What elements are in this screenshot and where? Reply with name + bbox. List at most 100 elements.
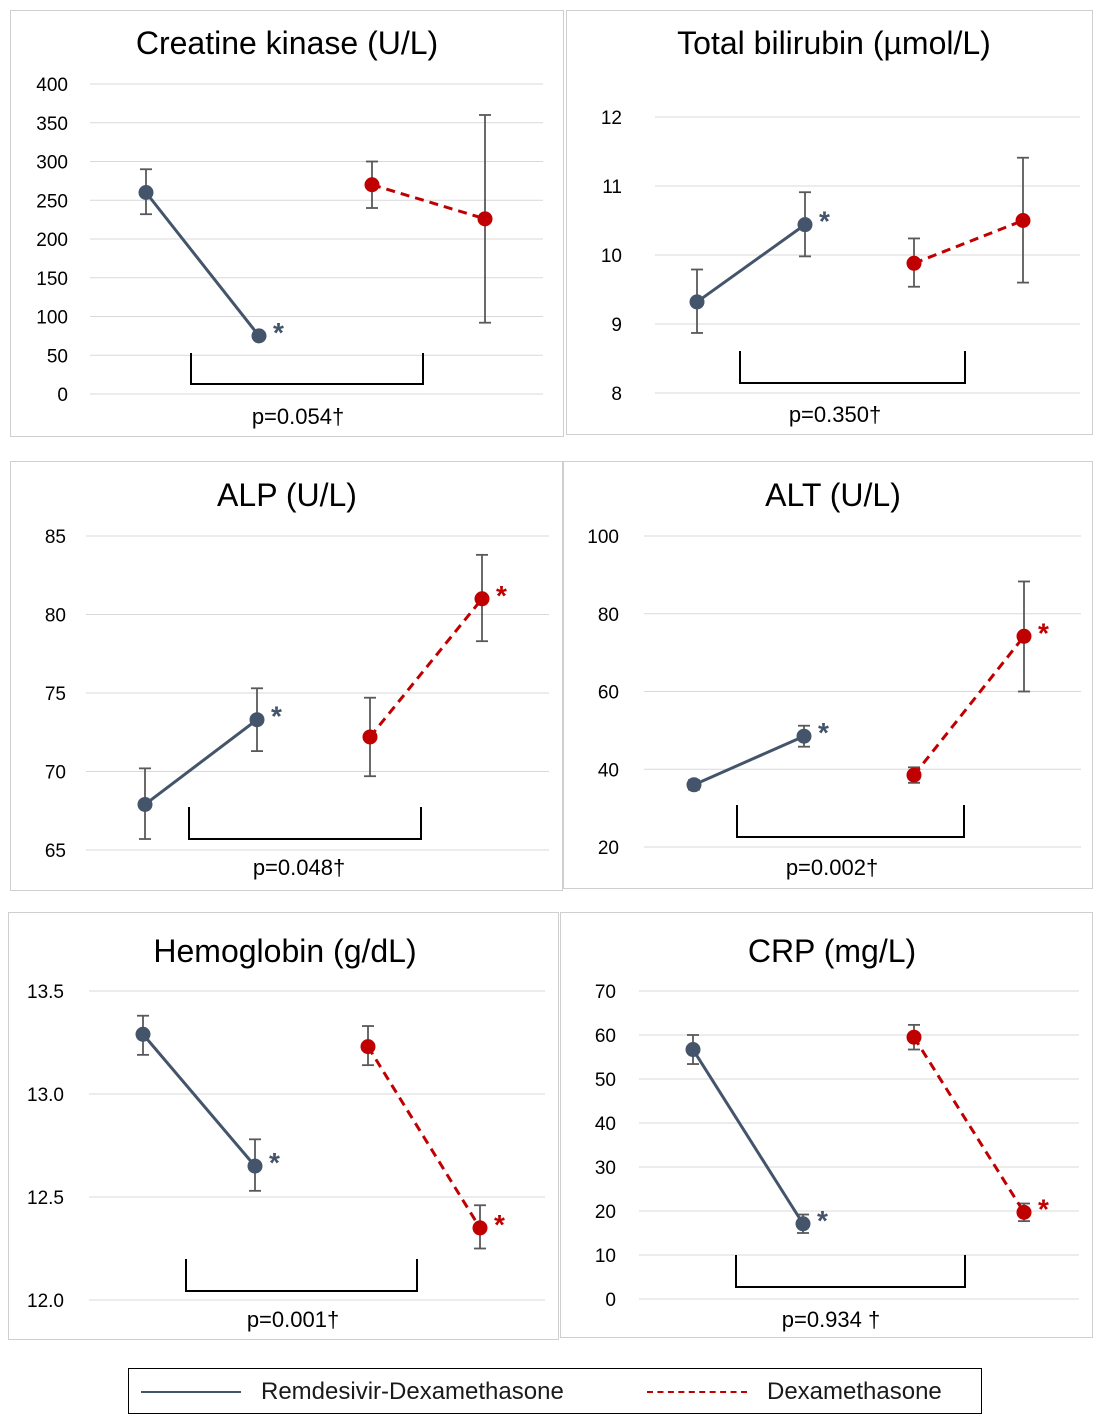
chart-panel-alp: ALP (U/L) 65 70 75 80 85 * * p=0.048† [10,461,563,891]
data-point-dexamethasone [364,177,380,193]
series-line-remdesivir-dexamethasone [144,718,258,806]
y-tick-label: 12.5 [27,1188,64,1209]
comparison-bracket [739,351,966,384]
data-point-dexamethasone [906,767,922,783]
y-tick-label: 11 [602,177,622,198]
p-value-label: p=0.048† [253,855,345,880]
data-point-dexamethasone [477,211,493,227]
y-tick-label: 400 [36,75,68,96]
y-tick-label: 80 [45,606,66,627]
legend-swatch-dashed [647,1391,747,1393]
chart-hemoglobin-g-dl: Hemoglobin (g/dL) 12.0 12.5 13.0 13.5 * * p=0.0… [27,933,545,1332]
chart-total-bilirubin-mol-l: Total bilirubin (µmol/L) 8 9 10 11 12 * p=0.350… [601,25,1080,427]
y-tick-label: 50 [595,1070,616,1091]
chart-creatine-kinase-u-l: Creatine kinase (U/L) 0 50 100 150 200 250 300 3… [36,25,543,429]
data-point-remdesivir-dexamethasone [686,777,702,793]
data-point-dexamethasone [906,1029,922,1045]
legend-label-remdesivir-dexamethasone: Remdesivir-Dexamethasone [261,1378,564,1405]
y-tick-label: 20 [595,1202,616,1223]
p-value-label: p=0.350† [789,402,881,427]
y-tick-label: 9 [611,315,622,336]
data-point-dexamethasone [474,591,490,607]
y-tick-label: 350 [36,114,68,135]
series-line-remdesivir-dexamethasone [141,1033,257,1168]
chart-title: CRP (mg/L) [748,933,916,969]
series-line-remdesivir-dexamethasone [691,1048,805,1225]
significance-star: * [496,580,507,611]
data-point-dexamethasone [1016,628,1032,644]
y-tick-label: 60 [598,683,619,704]
legend-label-dexamethasone: Dexamethasone [767,1378,942,1405]
data-point-remdesivir-dexamethasone [135,1026,151,1042]
y-tick-label: 40 [595,1114,616,1135]
legend-item-remdesivir-dexamethasone: Remdesivir-Dexamethasone [141,1369,564,1415]
y-tick-label: 70 [595,982,616,1003]
significance-star: * [1038,617,1049,648]
y-tick-label: 50 [47,346,68,367]
significance-star: * [819,206,830,237]
data-point-dexamethasone [1016,1204,1032,1220]
y-tick-label: 85 [45,527,66,548]
comparison-bracket [190,353,424,385]
y-tick-label: 150 [36,269,68,290]
significance-star: * [1038,1193,1049,1224]
data-point-dexamethasone [362,729,378,745]
data-point-dexamethasone [906,255,922,271]
chart-title: ALT (U/L) [765,477,901,513]
data-point-remdesivir-dexamethasone [796,728,812,744]
p-value-label: p=0.054† [252,404,344,429]
series-line-remdesivir-dexamethasone [144,191,261,337]
legend-item-dexamethasone: Dexamethasone [647,1369,942,1415]
series-line-remdesivir-dexamethasone [693,734,805,787]
legend: Remdesivir-Dexamethasone Dexamethasone [128,1368,982,1414]
y-tick-label: 10 [601,246,622,267]
y-tick-label: 80 [598,605,619,626]
p-value-label: p=0.002† [786,855,878,880]
y-tick-label: 65 [45,841,66,862]
data-point-remdesivir-dexamethasone [689,294,705,310]
data-point-remdesivir-dexamethasone [247,1158,263,1174]
p-value-label: p=0.001† [247,1307,339,1332]
data-point-dexamethasone [472,1220,488,1236]
series-line-dexamethasone [912,1036,1026,1214]
y-tick-label: 75 [45,684,66,705]
y-tick-label: 300 [36,153,68,174]
y-tick-label: 100 [36,308,68,329]
chart-title: Hemoglobin (g/dL) [153,933,416,969]
data-point-remdesivir-dexamethasone [251,328,267,344]
y-tick-label: 70 [45,763,66,784]
chart-panel-total-bilirubin: Total bilirubin (µmol/L) 8 9 10 11 12 * p=0.350… [566,10,1093,435]
p-value-label: p=0.934 † [782,1307,880,1332]
y-tick-label: 13.5 [27,982,64,1003]
y-tick-label: 250 [36,191,68,212]
y-tick-label: 60 [595,1026,616,1047]
y-tick-label: 12 [601,108,622,129]
data-point-dexamethasone [1015,213,1031,228]
series-line-dexamethasone [912,635,1026,777]
y-tick-label: 12.0 [27,1291,64,1312]
data-point-dexamethasone [360,1039,376,1055]
y-tick-label: 0 [57,385,68,406]
chart-panel-crp: CRP (mg/L) 0 10 20 30 40 50 60 70 * * p=0.934 † [560,912,1093,1338]
chart-alp-u-l: ALP (U/L) 65 70 75 80 85 * * p=0.048† [45,477,549,880]
series-line-dexamethasone [366,1045,482,1229]
chart-crp-mg-l: CRP (mg/L) 0 10 20 30 40 50 60 70 * * p=0.934 † [595,933,1079,1332]
y-tick-label: 20 [598,838,619,859]
significance-star: * [494,1209,505,1240]
data-point-remdesivir-dexamethasone [137,796,153,812]
data-point-remdesivir-dexamethasone [249,712,265,728]
significance-star: * [271,701,282,732]
series-line-dexamethasone [368,597,484,738]
chart-title: Creatine kinase (U/L) [136,25,438,61]
y-tick-label: 8 [611,384,622,405]
data-point-remdesivir-dexamethasone [685,1042,701,1058]
significance-star: * [269,1147,280,1178]
comparison-bracket [735,1255,966,1288]
series-line-dexamethasone [913,219,1024,265]
significance-star: * [273,317,284,348]
chart-panel-hemoglobin: Hemoglobin (g/dL) 12.0 12.5 13.0 13.5 * * p=0.0… [8,912,559,1340]
y-tick-label: 200 [36,230,68,251]
y-tick-label: 10 [595,1246,616,1267]
data-point-remdesivir-dexamethasone [795,1216,811,1232]
y-tick-label: 40 [598,760,619,781]
